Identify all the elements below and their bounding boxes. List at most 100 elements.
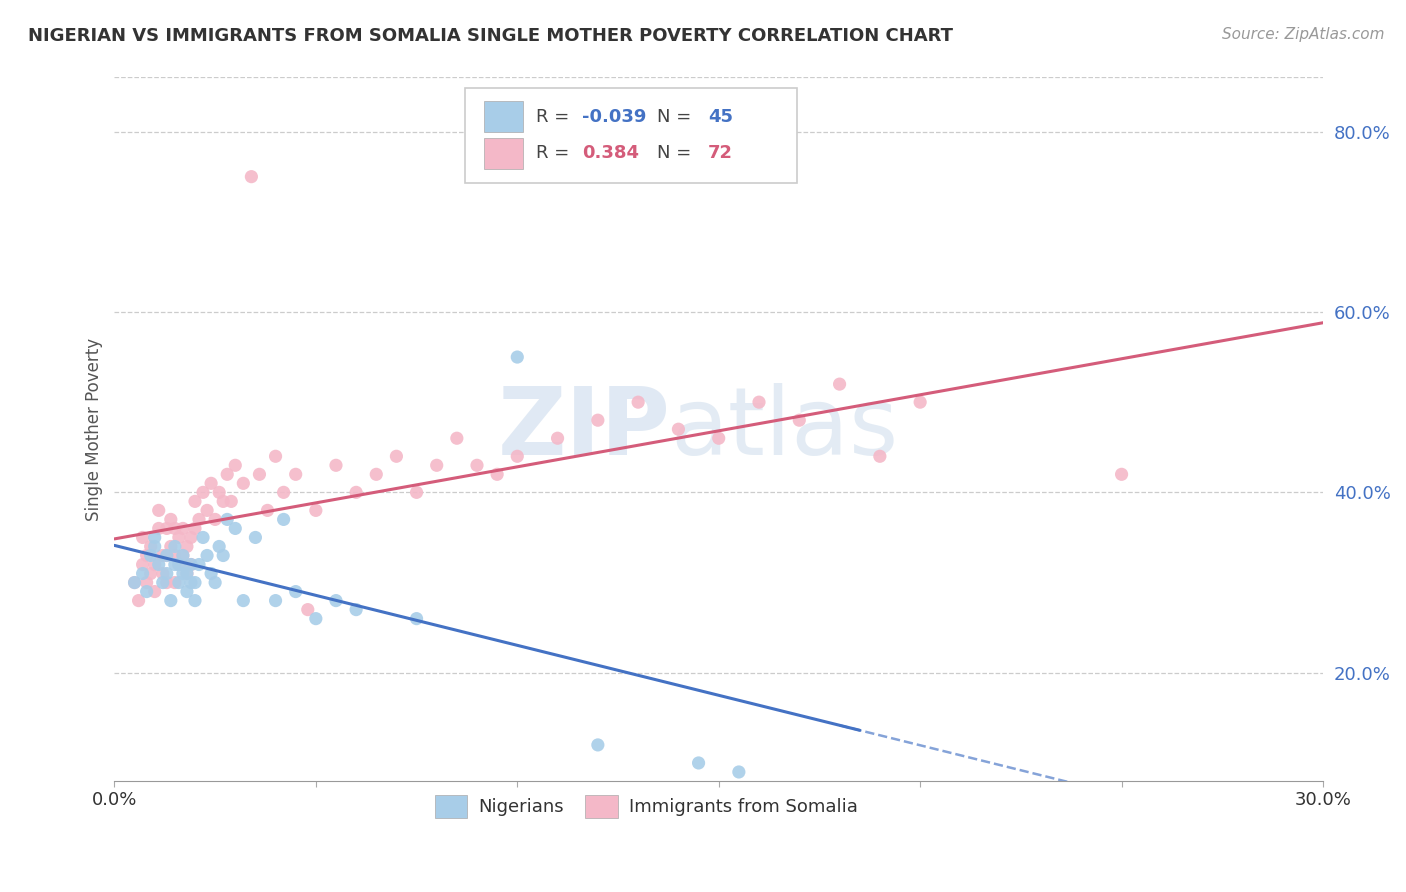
Point <box>172 566 194 581</box>
Point <box>200 566 222 581</box>
Point <box>240 169 263 184</box>
FancyBboxPatch shape <box>465 88 797 183</box>
Point <box>405 485 427 500</box>
Point <box>284 584 307 599</box>
Point <box>159 593 181 607</box>
Point <box>344 602 367 616</box>
Point <box>366 467 388 482</box>
Point <box>668 422 690 436</box>
Point <box>486 467 509 482</box>
Point <box>163 558 186 572</box>
Point <box>586 738 609 752</box>
Point <box>124 575 146 590</box>
Point <box>869 450 891 464</box>
Point <box>219 494 242 508</box>
Point <box>180 558 202 572</box>
Point <box>232 593 254 607</box>
Point <box>748 395 770 409</box>
Point <box>139 566 162 581</box>
Point <box>184 494 207 508</box>
Point <box>143 531 166 545</box>
Point <box>249 467 271 482</box>
Point <box>148 558 170 572</box>
Point <box>297 602 319 616</box>
Point <box>156 521 179 535</box>
Point <box>176 566 198 581</box>
Point <box>176 566 198 581</box>
Point <box>284 467 307 482</box>
Point <box>131 566 153 581</box>
Point <box>224 521 246 535</box>
Point <box>204 575 226 590</box>
Text: Source: ZipAtlas.com: Source: ZipAtlas.com <box>1222 27 1385 42</box>
Point <box>156 575 179 590</box>
Point <box>176 584 198 599</box>
Point <box>152 549 174 563</box>
Point <box>232 476 254 491</box>
Point <box>172 549 194 563</box>
Legend: Nigerians, Immigrants from Somalia: Nigerians, Immigrants from Somalia <box>427 789 865 825</box>
Point <box>143 584 166 599</box>
Point <box>159 540 181 554</box>
Point <box>707 431 730 445</box>
Point <box>176 540 198 554</box>
Point <box>217 467 239 482</box>
Point <box>224 458 246 473</box>
Point <box>167 558 190 572</box>
Point <box>156 549 179 563</box>
Point <box>167 558 190 572</box>
Point <box>163 575 186 590</box>
Point <box>163 521 186 535</box>
Point <box>135 549 157 563</box>
FancyBboxPatch shape <box>484 102 523 132</box>
Point <box>172 549 194 563</box>
Point <box>446 431 468 445</box>
FancyBboxPatch shape <box>484 138 523 169</box>
Point <box>728 764 751 779</box>
Point <box>217 512 239 526</box>
Point <box>143 558 166 572</box>
Point <box>325 458 347 473</box>
Point <box>163 540 186 554</box>
Point <box>208 485 231 500</box>
Point <box>156 549 179 563</box>
Point <box>184 575 207 590</box>
Point <box>325 593 347 607</box>
Point <box>204 512 226 526</box>
Point <box>195 549 218 563</box>
Point <box>212 549 235 563</box>
Point <box>152 575 174 590</box>
Point <box>405 612 427 626</box>
Point <box>180 575 202 590</box>
Point <box>172 521 194 535</box>
Text: 72: 72 <box>707 145 733 162</box>
Text: NIGERIAN VS IMMIGRANTS FROM SOMALIA SINGLE MOTHER POVERTY CORRELATION CHART: NIGERIAN VS IMMIGRANTS FROM SOMALIA SING… <box>28 27 953 45</box>
Text: N =: N = <box>657 108 697 126</box>
Point <box>167 531 190 545</box>
Point <box>131 558 153 572</box>
Point <box>908 395 931 409</box>
Point <box>143 540 166 554</box>
Point <box>159 512 181 526</box>
Point <box>188 558 211 572</box>
Point <box>305 612 328 626</box>
Point <box>135 575 157 590</box>
Point <box>152 566 174 581</box>
Point <box>828 377 851 392</box>
Text: atlas: atlas <box>671 384 898 475</box>
Point <box>212 494 235 508</box>
Point <box>124 575 146 590</box>
Point <box>191 485 214 500</box>
Point <box>148 503 170 517</box>
Point <box>208 540 231 554</box>
Text: 45: 45 <box>707 108 733 126</box>
Point <box>256 503 278 517</box>
Point <box>506 450 529 464</box>
Point <box>547 431 569 445</box>
Text: -0.039: -0.039 <box>582 108 647 126</box>
Point <box>506 350 529 364</box>
Point <box>163 549 186 563</box>
Y-axis label: Single Mother Poverty: Single Mother Poverty <box>86 338 103 521</box>
Point <box>188 512 211 526</box>
Text: ZIP: ZIP <box>498 384 671 475</box>
